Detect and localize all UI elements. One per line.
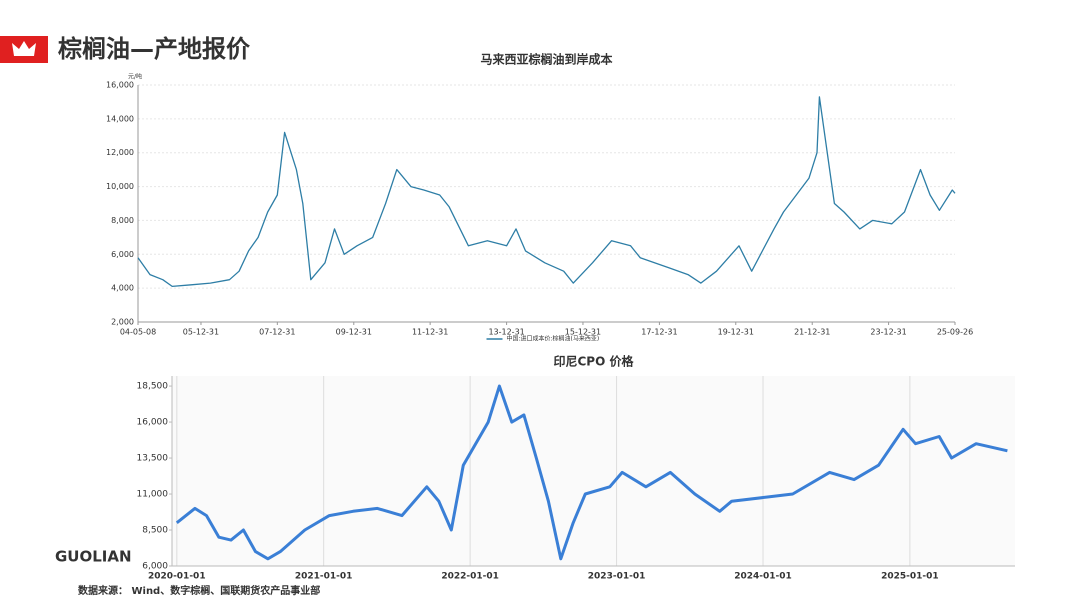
y-tick-label: 16,000 [106,81,134,90]
page-title: 棕榈油—产地报价 [58,35,251,63]
series-line [137,96,956,288]
x-tick-label: 2022-01-01 [441,572,499,582]
x-tick-label: 09-12-31 [336,328,372,337]
y-tick-label: 4,000 [111,284,134,293]
y-tick-label: 2,000 [111,318,134,327]
y-unit: 元/吨 [128,73,142,81]
y-tick-label: 6,000 [142,562,168,572]
y-tick-label: 18,500 [137,382,169,392]
series-line [175,384,1008,561]
y-tick-label: 6,000 [111,250,134,259]
y-tick-label: 14,000 [106,114,134,123]
y-tick-label: 10,000 [106,182,134,191]
legend-label: 中国:进口成本价:棕榈油(马来西亚) [507,335,600,343]
y-tick-label: 8,000 [111,216,134,225]
x-tick-label: 23-12-31 [870,328,906,337]
chart-title: 马来西亚棕榈油到岸成本 [480,52,612,67]
x-tick-label: 2020-01-01 [148,572,206,582]
x-tick-label: 04-05-08 [120,328,156,337]
crown-icon [12,41,36,56]
x-tick-label: 13-12-31 [488,328,524,337]
plot-background [172,376,1015,566]
y-tick-label: 13,500 [137,454,169,464]
x-tick-label: 19-12-31 [718,328,754,337]
y-tick-label: 16,000 [137,418,169,428]
x-tick-label: 25-09-26 [937,328,973,337]
y-tick-label: 12,000 [106,148,134,157]
x-tick-label: 05-12-31 [183,328,219,337]
brand: GUOLIAN [55,548,132,566]
x-tick-label: 17-12-31 [641,328,677,337]
x-tick-label: 11-12-31 [412,328,448,337]
x-tick-label: 07-12-31 [259,328,295,337]
source-note: 数据来源： Wind、数字棕榈、国联期货农产品事业部 [78,584,320,597]
x-tick-label: 21-12-31 [794,328,830,337]
x-tick-label: 2021-01-01 [295,572,353,582]
chart-title: 印尼CPO 价格 [554,354,635,369]
y-tick-label: 8,500 [142,526,168,536]
x-tick-label: 2023-01-01 [588,572,646,582]
x-tick-label: 2024-01-01 [734,572,792,582]
x-tick-label: 15-12-31 [565,328,601,337]
x-tick-label: 2025-01-01 [881,572,939,582]
y-tick-label: 11,000 [137,490,169,500]
